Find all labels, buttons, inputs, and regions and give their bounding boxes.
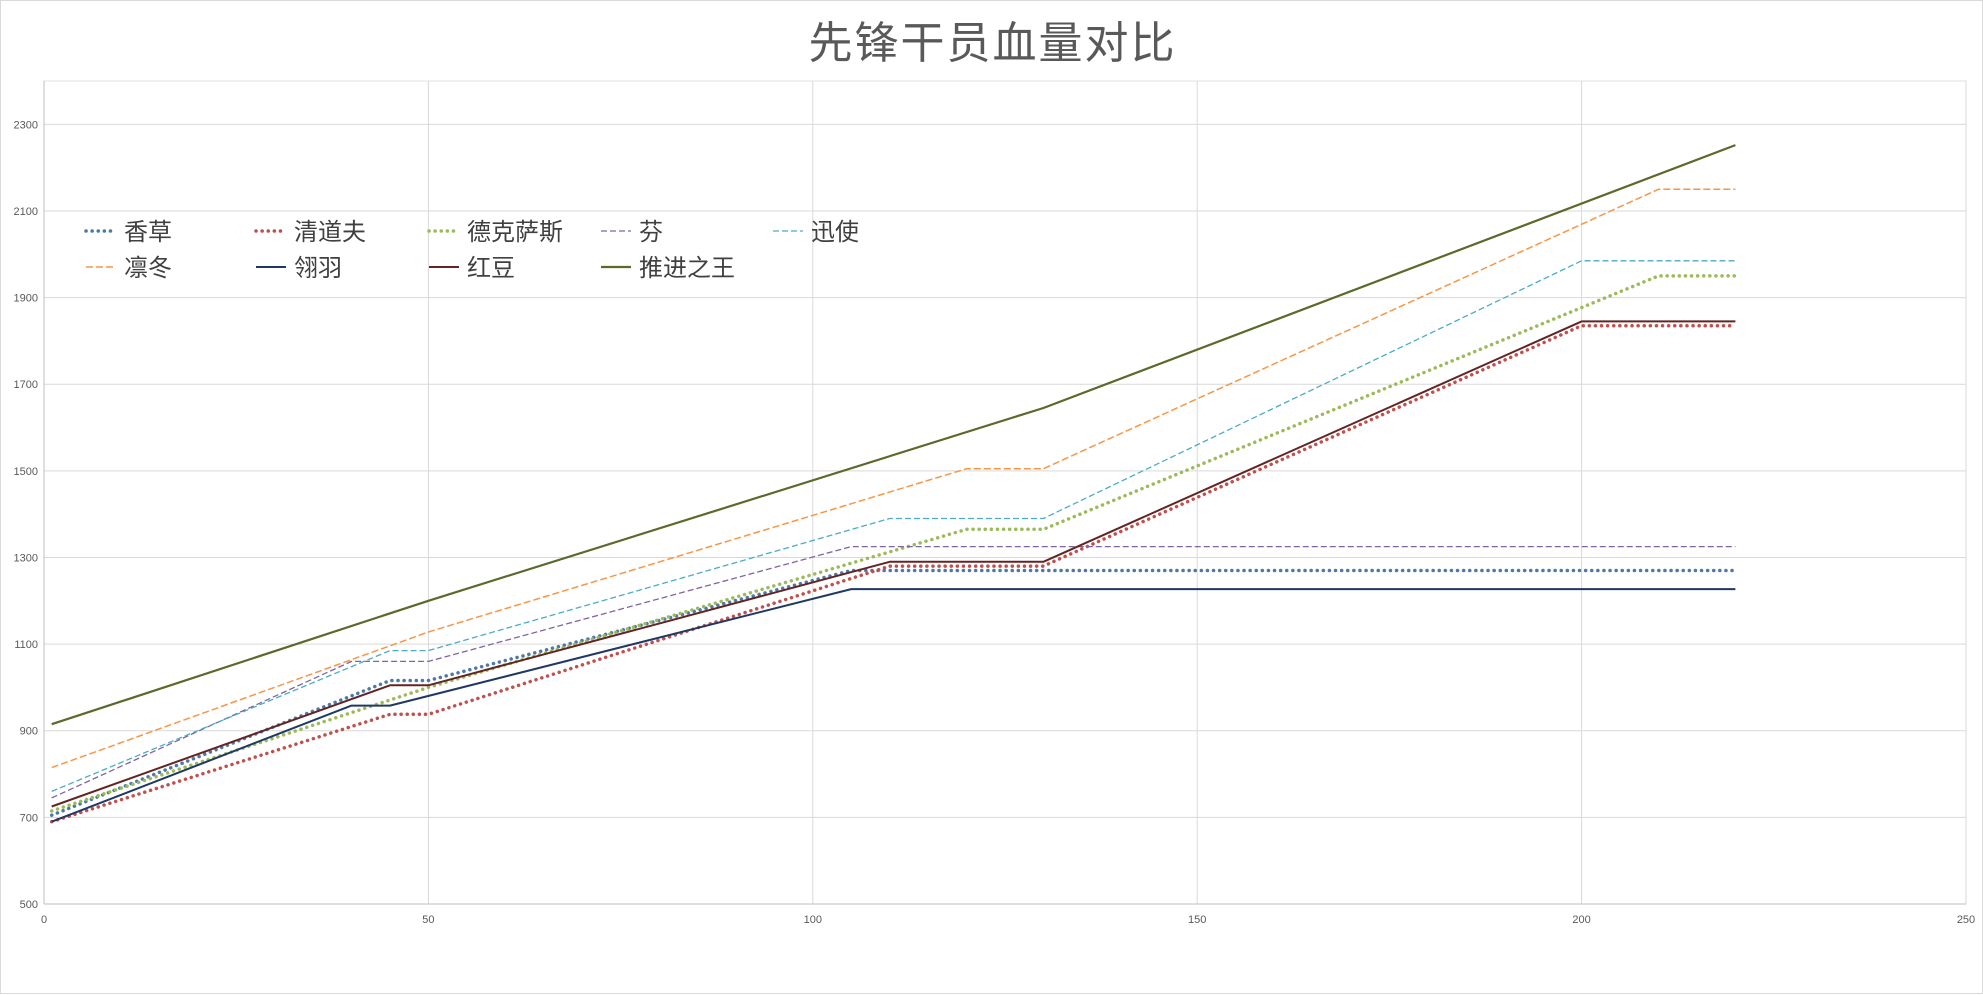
legend-item-7: 红豆 [429, 254, 515, 282]
legend-label: 迅使 [811, 218, 859, 246]
series-line-7 [51, 320, 1736, 808]
legend-label: 凛冬 [124, 254, 172, 282]
series-line-6 [51, 588, 1736, 823]
legend-item-1: 清道夫 [254, 218, 366, 246]
legend-item-0: 香草 [84, 218, 172, 246]
legend-label: 香草 [124, 218, 172, 246]
legend-item-5: 凛冬 [86, 254, 172, 282]
y-tick-label: 700 [20, 812, 38, 824]
legend-label: 德克萨斯 [467, 218, 563, 246]
series-line-8 [51, 144, 1736, 726]
series-lines [49, 144, 1738, 824]
legend-label: 红豆 [467, 254, 515, 282]
y-tick-label: 1100 [14, 639, 38, 651]
y-tick-label: 1700 [14, 379, 38, 391]
x-tick-label: 100 [804, 914, 822, 926]
series-line-0 [49, 568, 1738, 817]
x-tick-label: 250 [1957, 914, 1975, 926]
legend-item-2: 德克萨斯 [427, 218, 563, 246]
grid-lines [43, 80, 1967, 905]
axis-tick-labels: 0 50 100 150 200 250 500 700 900 1100 1300 1500 1700… [14, 119, 1976, 926]
x-tick-label: 150 [1188, 914, 1206, 926]
plot-area [43, 80, 1967, 905]
series-line-1 [49, 323, 1738, 824]
y-tick-label: 1900 [14, 293, 38, 305]
legend-label: 芬 [639, 218, 663, 246]
legend-item-6: 翎羽 [256, 254, 342, 282]
series-line-4 [51, 260, 1736, 793]
y-tick-label: 900 [20, 726, 38, 738]
series-line-5 [51, 188, 1736, 769]
legend-label: 推进之王 [639, 254, 735, 282]
y-tick-label: 1500 [14, 466, 38, 478]
legend-label: 清道夫 [294, 218, 366, 246]
x-tick-label: 50 [422, 914, 434, 926]
y-tick-label: 1300 [14, 552, 38, 564]
legend-item-3: 芬 [601, 218, 663, 246]
x-tick-label: 0 [41, 914, 47, 926]
series-line-2 [49, 274, 1738, 813]
y-tick-label: 2100 [14, 206, 38, 218]
chart-title: 先锋干员血量对比 [808, 18, 1177, 69]
series-line-3 [51, 545, 1736, 799]
y-tick-label: 2300 [14, 119, 38, 131]
y-tick-label: 500 [20, 899, 38, 911]
x-tick-label: 200 [1572, 914, 1590, 926]
legend-item-8: 推进之王 [601, 254, 735, 282]
legend-label: 翎羽 [294, 254, 342, 282]
legend-item-4: 迅使 [773, 218, 859, 246]
